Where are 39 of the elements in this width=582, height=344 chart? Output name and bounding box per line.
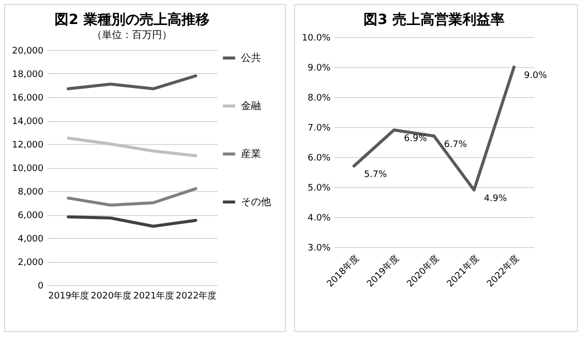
data-label: 9.0% [524, 71, 548, 81]
chart-title: 図3 売上高営業利益率 [364, 11, 504, 28]
y-tick-label: 18,000 [12, 70, 44, 80]
y-tick-label: 7.0% [308, 124, 331, 134]
y-tick-label: 0 [38, 282, 44, 292]
y-tick-label: 12,000 [12, 140, 44, 150]
y-tick-label: 14,000 [12, 117, 44, 127]
legend-label: 公共 [241, 52, 261, 64]
y-tick-label: 6.0% [308, 154, 331, 164]
y-tick-label: 6,000 [18, 211, 44, 221]
y-tick-label: 2,000 [18, 258, 44, 268]
data-label: 5.7% [364, 170, 388, 180]
data-label: 6.7% [444, 140, 468, 150]
y-tick-label: 16,000 [12, 94, 44, 104]
data-label: 4.9% [484, 194, 508, 204]
x-tick-label: 2020年度 [90, 290, 132, 302]
line-series [352, 66, 516, 192]
line-series [66, 215, 198, 228]
y-tick-label: 9.0% [308, 64, 331, 74]
x-tick-label: 2022年度 [176, 290, 217, 302]
data-label: 6.9% [404, 134, 428, 144]
x-tick-label: 2019年度 [48, 290, 90, 302]
y-tick-label: 10.0% [302, 34, 331, 44]
y-tick-label: 4,000 [18, 234, 44, 244]
x-tick-label: 2021年度 [133, 290, 174, 302]
y-tick-label: 8.0% [308, 94, 331, 104]
y-tick-label: 20,000 [12, 46, 44, 56]
legend-label: 産業 [241, 148, 261, 160]
line-series [66, 187, 198, 207]
line-series [66, 136, 198, 158]
chart-subtitle: （単位：百万円） [92, 29, 172, 41]
legend-label: その他 [241, 196, 271, 208]
chart-title: 図2 業種別の売上高推移 [54, 11, 210, 28]
y-tick-label: 4.0% [308, 214, 331, 224]
legend-label: 金融 [241, 100, 261, 112]
y-tick-label: 5.0% [308, 184, 331, 194]
y-tick-label: 10,000 [12, 164, 44, 174]
y-tick-label: 8,000 [18, 188, 44, 198]
y-tick-label: 3.0% [308, 244, 331, 254]
